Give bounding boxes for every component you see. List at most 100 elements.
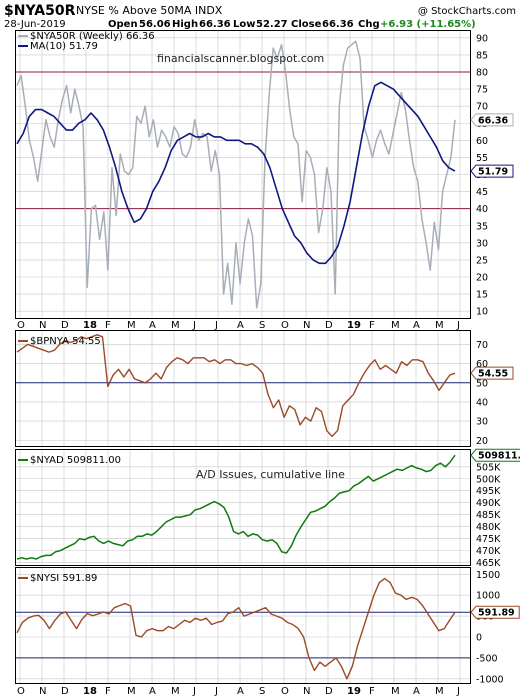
y-tick-label: 485K xyxy=(476,510,501,521)
x-axis-label: M xyxy=(391,320,400,331)
y-tick-label: 0 xyxy=(476,633,482,644)
x-axis-label: M xyxy=(435,686,444,697)
last-value-tag xyxy=(470,448,520,462)
x-axis-label: M xyxy=(171,686,180,697)
x-axis-label: A xyxy=(413,320,420,331)
y-tick-label: 480K xyxy=(476,522,501,533)
y-tick-label: 70 xyxy=(476,102,488,113)
annotation-blog: financialscanner.blogspot.com xyxy=(157,52,324,65)
x-axis-label: D xyxy=(61,320,69,331)
x-axis-label: O xyxy=(281,686,289,697)
x-axis-label: N xyxy=(39,686,46,697)
x-axis-label: A xyxy=(237,320,244,331)
annotation-ad: A/D Issues, cumulative line xyxy=(196,468,345,481)
x-axis-label: J xyxy=(456,686,460,697)
x-axis-label: F xyxy=(105,320,111,331)
x-axis-label: J xyxy=(214,320,218,331)
last-value-tag xyxy=(470,113,514,127)
y-tick-label: -1000 xyxy=(476,674,504,685)
y-tick-label: 60 xyxy=(476,359,488,370)
y-tick-label: 55 xyxy=(476,153,488,164)
x-axis-label: F xyxy=(369,320,375,331)
series-line xyxy=(16,577,456,680)
series-line xyxy=(16,334,456,438)
series-line xyxy=(16,40,456,309)
legend-bpnya: $BPNYA 54.55 xyxy=(30,336,101,347)
x-axis-label: D xyxy=(61,686,69,697)
label-layer: 101520253035404550556065707580859066.365… xyxy=(17,33,520,697)
legend-nya50r: $NYA50R (Weekly) 66.36 xyxy=(30,31,155,42)
last-value-tag xyxy=(470,366,514,380)
y-tick-label: 1000 xyxy=(476,591,500,602)
y-tick-label: 495K xyxy=(476,486,501,497)
last-value-tag xyxy=(470,164,514,178)
y-tick-label: 75 xyxy=(476,85,488,96)
y-tick-label: 80 xyxy=(476,68,488,79)
x-axis-label: A xyxy=(149,320,156,331)
y-tick-label: 50 xyxy=(476,378,488,389)
last-value-label: 66.36 xyxy=(478,115,508,126)
y-tick-label: -500 xyxy=(476,653,498,664)
chg-label: Chg xyxy=(358,19,380,30)
chg-value: +6.93 (+11.65%) xyxy=(380,19,476,30)
series-line xyxy=(16,81,456,265)
symbol-description: NYSE % Above 50MA INDX xyxy=(76,4,223,17)
y-tick-label: 20 xyxy=(476,436,488,447)
x-axis-label: 18 xyxy=(83,320,97,331)
symbol-title: $NYA50R xyxy=(4,3,76,19)
low-value: 52.27 xyxy=(256,19,288,30)
y-tick-label: 1500 xyxy=(476,570,500,581)
x-axis-label: N xyxy=(39,320,46,331)
y-tick-label: 475K xyxy=(476,534,501,545)
close-value: 66.36 xyxy=(322,19,354,30)
last-value-label: 54.55 xyxy=(478,369,508,380)
y-tick-label: 20 xyxy=(476,273,488,284)
y-tick-label: 25 xyxy=(476,255,488,266)
x-axis-label: M xyxy=(435,320,444,331)
x-axis-label: N xyxy=(303,320,310,331)
y-tick-label: 40 xyxy=(476,397,488,408)
x-axis-label: J xyxy=(456,320,460,331)
y-tick-label: 10 xyxy=(476,307,488,318)
series-layer xyxy=(16,40,456,680)
y-tick-label: 500K xyxy=(476,474,501,485)
y-tick-label: 70 xyxy=(476,340,488,351)
x-axis-label: M xyxy=(127,686,136,697)
y-tick-label: 470K xyxy=(476,546,501,557)
x-axis-label: O xyxy=(281,320,289,331)
x-axis-label: J xyxy=(192,320,196,331)
series-line xyxy=(16,454,456,560)
header-date: 28-Jun-2019 xyxy=(4,19,66,30)
y-tick-label: 30 xyxy=(476,238,488,249)
last-value-tag xyxy=(470,605,520,619)
y-tick-label: 35 xyxy=(476,221,488,232)
y-tick-label: 90 xyxy=(476,33,488,44)
x-axis-label: M xyxy=(127,320,136,331)
x-axis-label: D xyxy=(325,320,333,331)
open-label: Open xyxy=(108,19,138,30)
x-axis-label: D xyxy=(325,686,333,697)
x-axis-label: O xyxy=(17,686,25,697)
legend-nysi: $NYSI 591.89 xyxy=(30,573,97,584)
x-axis-label: J xyxy=(214,686,218,697)
x-axis-label: 18 xyxy=(83,686,97,697)
x-axis-label: A xyxy=(237,686,244,697)
last-value-label: 509811.0 xyxy=(478,451,520,462)
high-value: 66.36 xyxy=(199,19,231,30)
y-tick-label: 60 xyxy=(476,136,488,147)
x-axis-label: F xyxy=(369,686,375,697)
legend-ma10: MA(10) 51.79 xyxy=(30,41,98,52)
x-axis-label: 19 xyxy=(347,320,361,331)
x-axis-label: F xyxy=(105,686,111,697)
y-tick-label: 490K xyxy=(476,498,501,509)
x-axis-label: M xyxy=(171,320,180,331)
x-axis-label: J xyxy=(192,686,196,697)
open-value: 56.06 xyxy=(139,19,171,30)
x-axis-label: 19 xyxy=(347,686,361,697)
x-axis-label: A xyxy=(149,686,156,697)
x-axis-label: S xyxy=(259,686,265,697)
x-axis-label: M xyxy=(391,686,400,697)
last-value-label: 591.89 xyxy=(478,608,515,619)
last-value-label: 51.79 xyxy=(478,167,508,178)
